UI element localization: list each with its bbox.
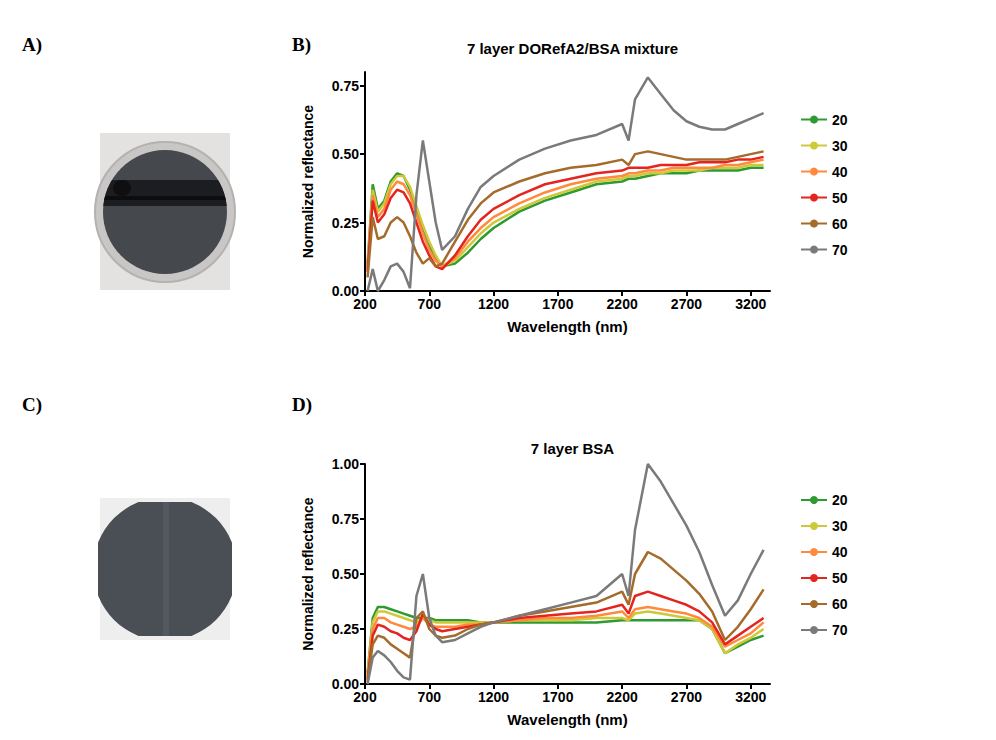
svg-text:Normalized reflectance: Normalized reflectance: [300, 105, 316, 258]
svg-text:1700: 1700: [542, 296, 573, 312]
svg-text:50: 50: [832, 570, 848, 586]
html-text:C): C): [22, 394, 43, 415]
html-text:B): B): [292, 34, 311, 55]
svg-text:40: 40: [832, 164, 848, 180]
svg-text:Wavelength (nm): Wavelength (nm): [507, 318, 627, 335]
svg-text:60: 60: [832, 216, 848, 232]
svg-text:0.00: 0.00: [331, 283, 359, 299]
svg-text:0.50: 0.50: [332, 146, 359, 162]
svg-text:20: 20: [832, 492, 848, 508]
svg-text:30: 30: [832, 138, 848, 154]
svg-text:0.25: 0.25: [332, 215, 359, 231]
svg-text:700: 700: [418, 296, 442, 312]
svg-text:70: 70: [832, 242, 848, 258]
svg-text:2200: 2200: [607, 689, 638, 705]
svg-text:1200: 1200: [478, 689, 509, 705]
svg-text:1700: 1700: [542, 689, 573, 705]
svg-text:0.75: 0.75: [332, 78, 359, 94]
svg-text:0.50: 0.50: [332, 566, 359, 582]
svg-text:2700: 2700: [671, 296, 702, 312]
svg-text:Normalized reflectance: Normalized reflectance: [300, 497, 316, 650]
svg-text:200: 200: [353, 689, 377, 705]
svg-text:70: 70: [832, 622, 848, 638]
svg-text:1200: 1200: [478, 296, 509, 312]
svg-text:7 layer BSA: 7 layer BSA: [531, 440, 615, 457]
svg-text:Wavelength (nm): Wavelength (nm): [507, 711, 627, 728]
svg-text:2700: 2700: [671, 689, 702, 705]
html-text:D): D): [292, 394, 313, 415]
svg-text:0.00: 0.00: [331, 676, 359, 692]
svg-text:50: 50: [832, 190, 848, 206]
svg-text:40: 40: [832, 544, 848, 560]
svg-text:2200: 2200: [607, 296, 638, 312]
svg-text:0.25: 0.25: [332, 621, 359, 637]
svg-text:200: 200: [353, 296, 377, 312]
svg-text:700: 700: [418, 689, 442, 705]
svg-text:3200: 3200: [735, 296, 766, 312]
svg-text:7 layer DORefA2/BSA mixture: 7 layer DORefA2/BSA mixture: [467, 40, 678, 57]
html-text:A): A): [22, 34, 43, 55]
svg-text:30: 30: [832, 518, 848, 534]
svg-text:20: 20: [832, 112, 848, 128]
svg-text:3200: 3200: [735, 689, 766, 705]
svg-text:1.00: 1.00: [332, 456, 359, 472]
svg-text:60: 60: [832, 596, 848, 612]
svg-text:0.75: 0.75: [332, 511, 359, 527]
